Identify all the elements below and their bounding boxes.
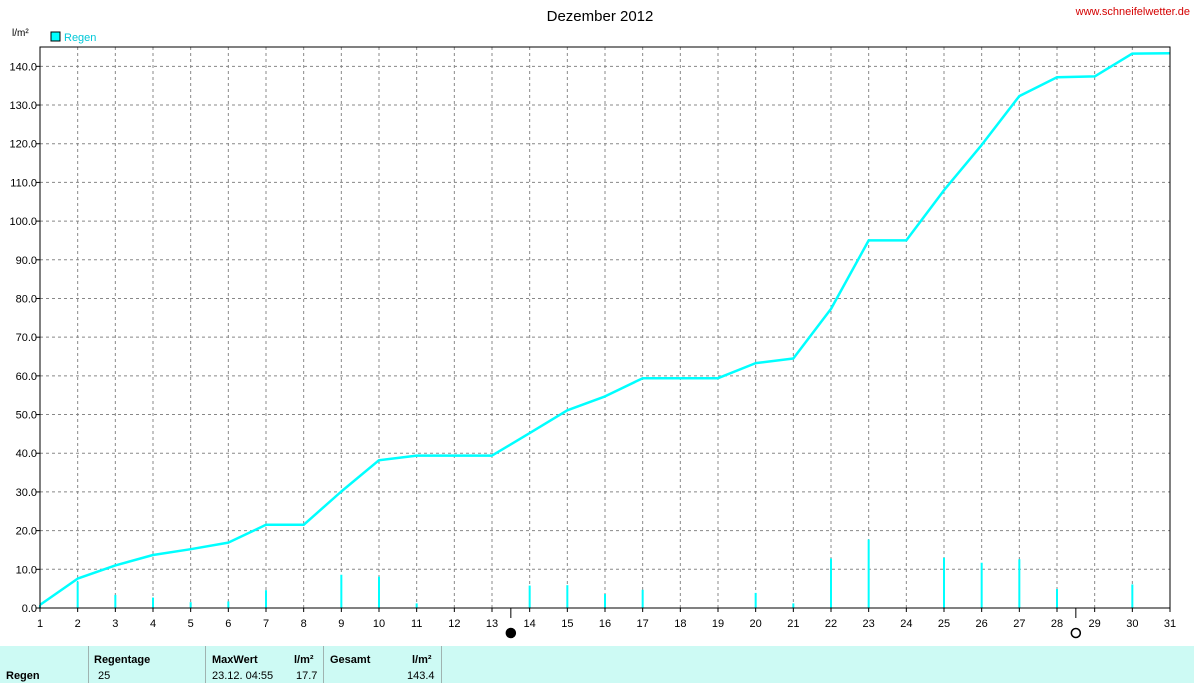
y-tick-label: 50.0 xyxy=(16,410,37,422)
x-tick-label: 18 xyxy=(674,618,686,630)
x-tick-label: 8 xyxy=(301,618,307,630)
moon-markers xyxy=(505,608,1082,639)
row-label: Regen xyxy=(6,670,40,682)
y-axis-label: l/m² xyxy=(12,28,29,39)
y-tick-label: 30.0 xyxy=(16,487,37,499)
y-tick-label: 0.0 xyxy=(22,603,37,615)
x-tick-label: 6 xyxy=(225,618,231,630)
x-tick-label: 5 xyxy=(188,618,194,630)
x-tick-label: 19 xyxy=(712,618,724,630)
x-tick-label: 25 xyxy=(938,618,950,630)
y-tick-label: 70.0 xyxy=(16,332,37,344)
y-tick-label: 60.0 xyxy=(16,371,37,383)
x-tick-label: 31 xyxy=(1164,618,1176,630)
regentage-header: Regentage xyxy=(94,654,151,666)
x-tick-label: 26 xyxy=(976,618,988,630)
y-tick-label: 130.0 xyxy=(9,100,37,112)
gesamt-value: 143.4 xyxy=(407,670,435,682)
x-tick-label: 28 xyxy=(1051,618,1063,630)
x-tick-label: 17 xyxy=(637,618,649,630)
x-tick-label: 12 xyxy=(448,618,460,630)
grid xyxy=(40,47,1170,608)
maxwert-unit: l/m² xyxy=(294,654,314,666)
x-axis: 1 2 3 4 5 6 7 8 9 10 11 12 13 14 15 16 17 18 19 20 21 22 23 24 2… xyxy=(37,608,1176,630)
x-tick-label: 11 xyxy=(411,618,422,630)
y-tick-label: 140.0 xyxy=(9,61,37,73)
x-tick-label: 3 xyxy=(112,618,118,630)
x-tick-label: 20 xyxy=(750,618,762,630)
full-moon-icon xyxy=(1070,627,1082,639)
chart-title: Dezember 2012 xyxy=(547,8,654,25)
y-tick-label: 110.0 xyxy=(10,177,37,189)
legend-label: Regen xyxy=(64,32,96,44)
y-tick-label: 10.0 xyxy=(16,564,37,576)
site-link[interactable]: www.schneifelwetter.de xyxy=(1075,6,1190,18)
cumulative-line xyxy=(39,51,1171,606)
y-tick-label: 80.0 xyxy=(16,293,37,305)
x-tick-label: 14 xyxy=(524,618,536,630)
y-tick-label: 20.0 xyxy=(16,526,37,538)
x-tick-label: 29 xyxy=(1089,618,1101,630)
x-tick-label: 7 xyxy=(263,618,269,630)
regentage-value: 25 xyxy=(98,670,111,682)
summary-footer: Regentage MaxWert l/m² Gesamt l/m² Regen… xyxy=(0,646,1194,683)
x-tick-label: 1 xyxy=(37,618,43,630)
x-tick-label: 13 xyxy=(486,618,498,630)
maxwert-value: 17.7 xyxy=(296,670,318,682)
gesamt-unit: l/m² xyxy=(412,654,432,666)
maxwert-header: MaxWert xyxy=(212,654,258,666)
maxwert-date: 23.12. 04:55 xyxy=(212,670,274,682)
x-tick-label: 27 xyxy=(1013,618,1025,630)
x-tick-label: 22 xyxy=(825,618,837,630)
x-tick-label: 24 xyxy=(900,618,912,630)
cumulative-rain-line xyxy=(39,51,1171,606)
y-tick-label: 100.0 xyxy=(9,216,37,228)
y-axis: 0.0 10.0 20.0 30.0 40.0 50.0 60.0 70.0 80.0 90.0 1… xyxy=(9,61,40,615)
divider xyxy=(205,646,206,683)
y-tick-label: 120.0 xyxy=(9,139,37,151)
x-tick-label: 10 xyxy=(373,618,385,630)
gesamt-header: Gesamt xyxy=(330,654,371,666)
divider xyxy=(88,646,89,683)
daily-rain-bars xyxy=(39,539,1134,608)
x-tick-label: 21 xyxy=(787,618,799,630)
chart: Dezember 2012 l/m² Regen 0.010.020.030.0… xyxy=(9,8,1176,639)
y-tick-label: 40.0 xyxy=(16,448,37,460)
x-tick-label: 23 xyxy=(863,618,875,630)
x-tick-label: 9 xyxy=(338,618,344,630)
divider xyxy=(441,646,442,683)
x-tick-label: 4 xyxy=(150,618,156,630)
x-tick-label: 2 xyxy=(75,618,81,630)
x-tick-label: 30 xyxy=(1126,618,1138,630)
x-tick-label: 15 xyxy=(561,618,573,630)
x-tick-label: 16 xyxy=(599,618,611,630)
new-moon-icon xyxy=(505,627,517,639)
legend-swatch xyxy=(50,31,61,42)
y-tick-label: 90.0 xyxy=(16,255,37,267)
divider xyxy=(323,646,324,683)
